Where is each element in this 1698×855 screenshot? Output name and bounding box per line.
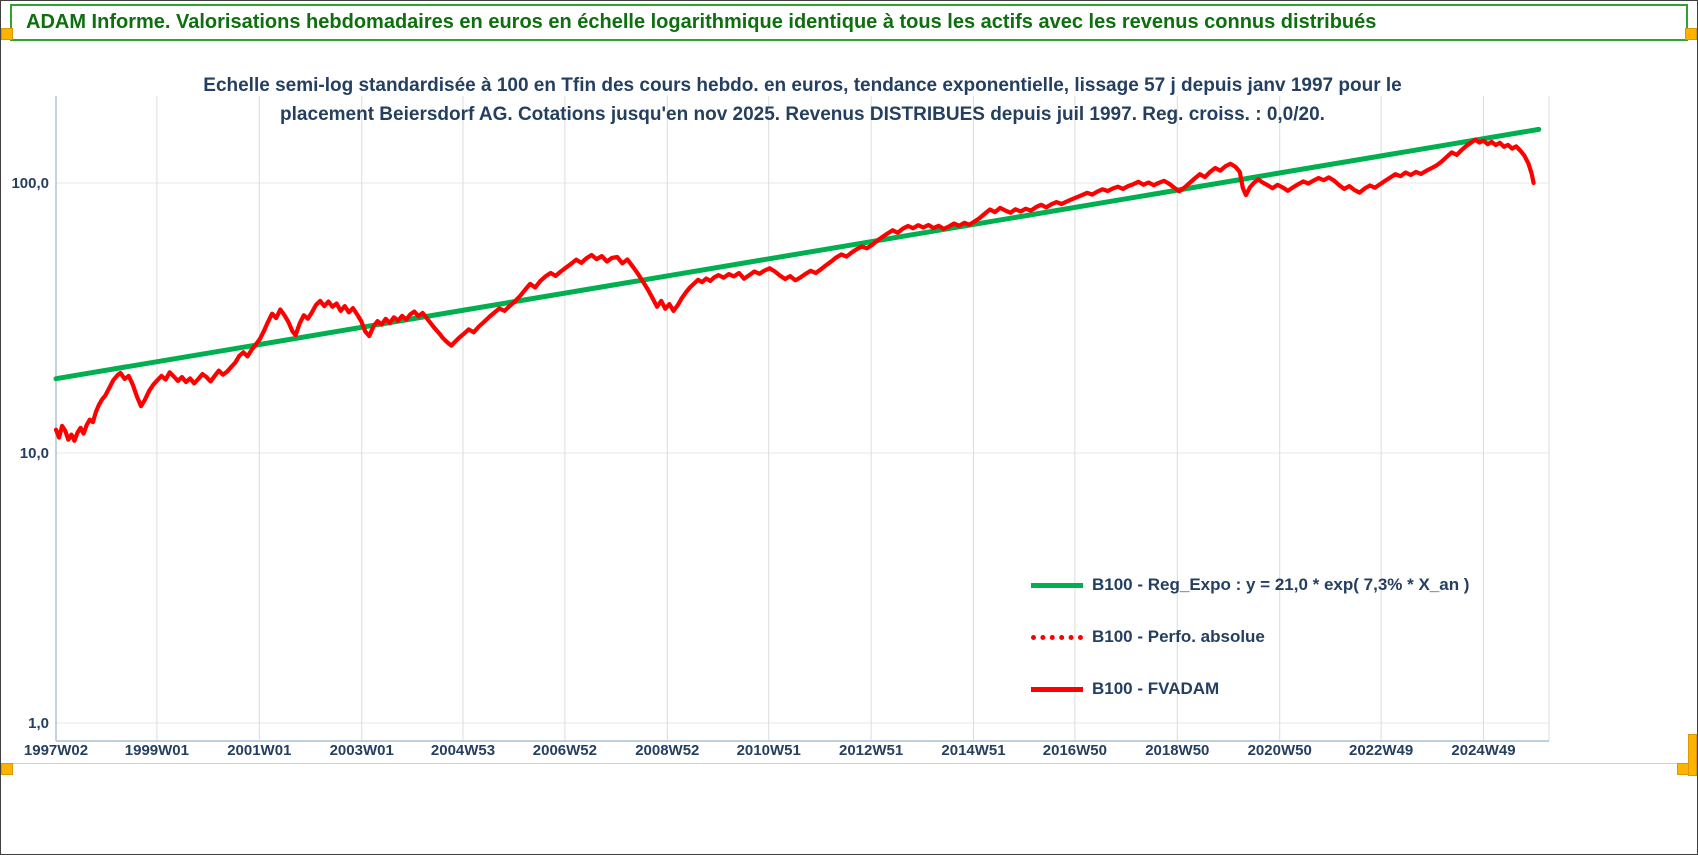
trend-line-reg-expo xyxy=(53,126,1542,382)
legend-item-reg-expo[interactable]: B100 - Reg_Expo : y = 21,0 * exp( 7,3% *… xyxy=(1031,569,1469,601)
chart-title: Echelle semi-log standardisée à 100 en T… xyxy=(56,71,1549,129)
x-tick-label: 2022W49 xyxy=(1349,742,1413,759)
x-tick-label: 2004W53 xyxy=(431,742,495,759)
legend[interactable]: B100 - Reg_Expo : y = 21,0 * exp( 7,3% *… xyxy=(1031,569,1469,725)
x-tick-label: 2008W52 xyxy=(635,742,699,759)
legend-item-fvadam[interactable]: B100 - FVADAM xyxy=(1031,673,1469,705)
x-tick-label: 2020W50 xyxy=(1248,742,1312,759)
x-tick-label: 2001W01 xyxy=(227,742,291,759)
x-tick-label: 2016W50 xyxy=(1043,742,1107,759)
green-line-sample-icon xyxy=(1031,582,1083,588)
chart-title-line-1: Echelle semi-log standardisée à 100 en T… xyxy=(203,75,1402,96)
legend-label: B100 - FVADAM xyxy=(1092,679,1220,698)
header-bar: ADAM Informe. Valorisations hebdomadaire… xyxy=(10,4,1688,41)
x-tick-label: 2024W49 xyxy=(1451,742,1515,759)
y-tick-label: 10,0 xyxy=(20,445,49,462)
y-tick-label: 100,0 xyxy=(11,175,49,192)
x-tick-label: 1999W01 xyxy=(125,742,189,759)
chart-area[interactable]: Echelle semi-log standardisée à 100 en T… xyxy=(1,45,1698,764)
x-tick-label: 2014W51 xyxy=(941,742,1005,759)
y-tick-label: 1,0 xyxy=(28,715,49,732)
selection-handle-right-edge[interactable] xyxy=(1688,734,1697,776)
selection-handle-bottom-left[interactable] xyxy=(1,763,13,775)
x-tick-label: 2006W52 xyxy=(533,742,597,759)
legend-label: B100 - Reg_Expo : y = 21,0 * exp( 7,3% *… xyxy=(1092,575,1470,594)
series-line-b100-fvadam xyxy=(53,137,1536,443)
plot[interactable]: 1,0 10,0 100,0 1997W02 1999W01 2001W01 2003W01… xyxy=(1,45,1698,763)
x-tick-label: 2003W01 xyxy=(330,742,394,759)
legend-label: B100 - Perfo. absolue xyxy=(1092,627,1265,646)
selection-handle-top-left[interactable] xyxy=(1,28,13,40)
red-dotted-line-sample-icon xyxy=(1031,634,1083,640)
x-tick-label: 2010W51 xyxy=(737,742,801,759)
chart-title-line-2: placement Beiersdorf AG. Cotations jusqu… xyxy=(280,104,1325,125)
header-title: ADAM Informe. Valorisations hebdomadaire… xyxy=(26,11,1377,33)
legend-item-perfo-absolue[interactable]: B100 - Perfo. absolue xyxy=(1031,621,1469,653)
selection-handle-top-right[interactable] xyxy=(1685,28,1697,40)
x-tick-label: 2012W51 xyxy=(839,742,903,759)
x-tick-label: 1997W02 xyxy=(24,742,88,759)
x-tick-label: 2018W50 xyxy=(1145,742,1209,759)
red-line-sample-icon xyxy=(1031,686,1083,692)
